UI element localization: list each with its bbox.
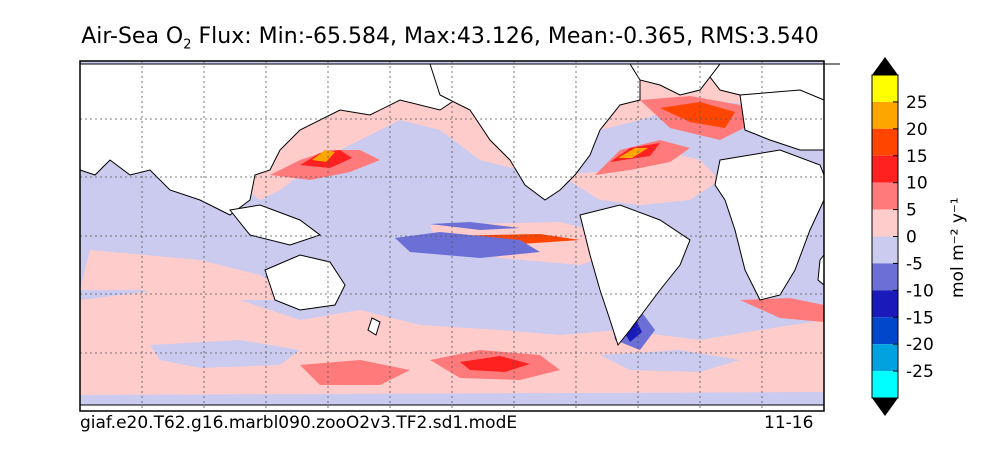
- colorbar-unit-label: mol m⁻² y⁻¹: [948, 197, 968, 298]
- kuroshio-peak: [312, 150, 335, 162]
- colorbar-tick-label: -25: [906, 362, 934, 382]
- indian-ocean-positive-band: [80, 250, 300, 300]
- greenland-land: [629, 63, 722, 96]
- atlantic-positive-band: [560, 150, 720, 205]
- gulf-stream-strong-region: [595, 140, 690, 175]
- colorbar-segment: [872, 371, 898, 398]
- colorbar-segment: [872, 263, 898, 291]
- map-grid: [80, 61, 824, 411]
- new-zealand-land: [367, 317, 381, 336]
- colorbar-tick-label: -10: [906, 281, 934, 301]
- colorbar-segment: [872, 75, 898, 102]
- colorbar-tick-label: 20: [906, 120, 928, 140]
- map-frame: [79, 60, 825, 412]
- southern-atlantic-strong-region: [740, 298, 824, 322]
- equatorial-negative-region-2: [430, 222, 520, 230]
- eurasia-land: [79, 63, 471, 216]
- case-name-label: giaf.e20.T62.g16.marbl090.zooO2v3.TF2.sd…: [80, 413, 518, 433]
- north-atlantic-core: [660, 102, 735, 128]
- map-panel: [79, 60, 840, 412]
- southern-ocean-positive-band: [80, 290, 824, 411]
- colorbar-segment: [872, 236, 898, 264]
- southern-negative-patch: [150, 340, 300, 368]
- colorbar-segment: [872, 209, 898, 237]
- north-america-land: [429, 63, 641, 201]
- colorbar-tick-label: 25: [906, 93, 928, 113]
- colorbar-segment: [872, 155, 898, 183]
- gulf-stream-peak: [618, 148, 648, 158]
- colorbar-under-arrow: [872, 398, 898, 416]
- africa-land: [714, 149, 825, 301]
- colorbar-over-arrow: [872, 57, 898, 75]
- colorbar-tick-label: -5: [906, 254, 923, 274]
- colorbar-segment: [872, 182, 898, 210]
- colorbar-segment: [872, 128, 898, 156]
- southern-pacific-core: [460, 356, 530, 372]
- southern-negative-patch-2: [600, 350, 740, 372]
- colorbar-tick-label: -20: [906, 335, 934, 355]
- colorbar-segment: [872, 317, 898, 345]
- land-masses: [79, 63, 840, 412]
- colorbar-tick-label: -15: [906, 308, 934, 328]
- southern-indian-strong-region: [300, 360, 410, 385]
- colorbar-tick-label: 5: [906, 201, 917, 221]
- colorbar-tick-label: 0: [906, 228, 917, 248]
- europe-land: [739, 89, 825, 151]
- colorbar: 25 20 15 10 5 0 -5 -10 -15 -20 -25: [871, 57, 934, 416]
- colorbar-tick-label: 15: [906, 147, 928, 167]
- colorbar-segment: [872, 344, 898, 372]
- australia-land: [264, 254, 346, 311]
- south-america-land: [579, 204, 691, 347]
- colorbar-segment: [872, 290, 898, 318]
- colorbar-segment: [872, 101, 898, 129]
- colorbar-tick-label: 10: [906, 174, 928, 194]
- map-title: Air-Sea O2 Flux: Min:-65.584, Max:43.126…: [81, 24, 819, 53]
- maritime-continent-land: [229, 204, 322, 246]
- date-range-label: 11-16: [764, 413, 814, 433]
- equatorial-negative-region: [395, 232, 540, 258]
